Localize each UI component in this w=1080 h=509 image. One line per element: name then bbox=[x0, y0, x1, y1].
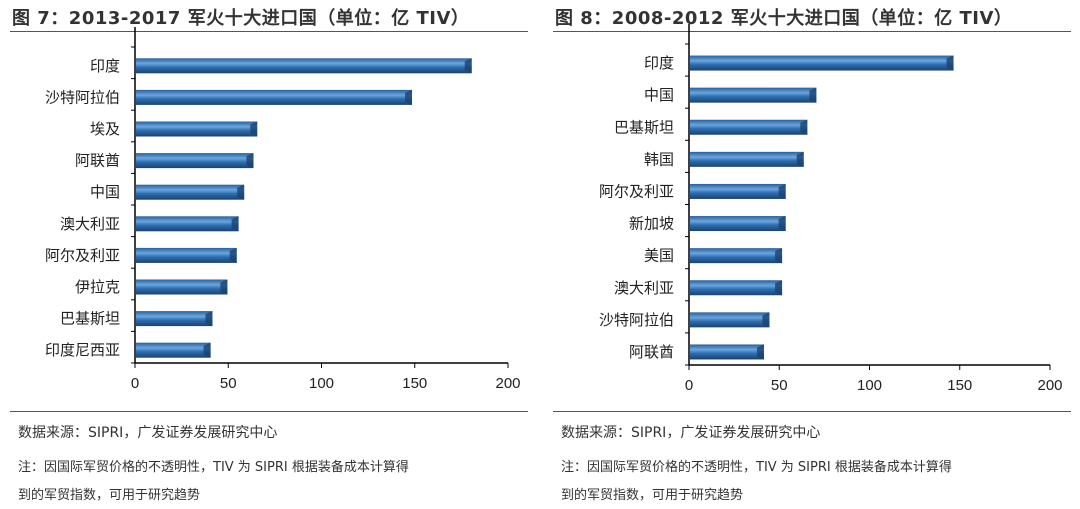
divider bbox=[553, 411, 1071, 412]
bar bbox=[690, 280, 783, 296]
category-label: 埃及 bbox=[90, 120, 120, 138]
chart-title: 图 7：2013-2017 军火十大进口国（单位：亿 TIV） bbox=[12, 8, 470, 29]
note-text: 注：因国际军贸价格的不透明性，TIV 为 SIPRI 根据装备成本计算得 bbox=[561, 460, 952, 475]
category-label: 印度 bbox=[644, 54, 674, 72]
source-text: 数据来源：SIPRI，广发证券发展研究中心 bbox=[18, 425, 278, 441]
bar-cap bbox=[246, 153, 254, 169]
bar bbox=[690, 55, 954, 71]
x-tick-label: 200 bbox=[495, 375, 520, 392]
x-tick-label: 0 bbox=[685, 377, 693, 394]
category-label: 阿尔及利亚 bbox=[599, 182, 674, 200]
category-label: 沙特阿拉伯 bbox=[45, 88, 120, 106]
category-label: 巴基斯坦 bbox=[60, 310, 120, 328]
divider bbox=[553, 31, 1071, 32]
bar-cap bbox=[250, 121, 258, 137]
x-tick-label: 100 bbox=[309, 375, 334, 392]
category-label: 沙特阿拉伯 bbox=[599, 311, 674, 329]
bar bbox=[690, 87, 817, 103]
bar bbox=[136, 216, 239, 232]
bar-cap bbox=[809, 87, 817, 103]
bar bbox=[136, 279, 228, 295]
x-tick-label: 100 bbox=[857, 377, 882, 394]
bar bbox=[136, 153, 254, 169]
bar bbox=[690, 248, 783, 264]
bar bbox=[136, 121, 258, 137]
note-text: 到的军贸指数，可用于研究趋势 bbox=[18, 488, 201, 503]
bar bbox=[136, 311, 213, 327]
bar-cap bbox=[775, 248, 783, 264]
divider bbox=[10, 31, 528, 32]
x-tick-label: 150 bbox=[947, 377, 972, 394]
x-tick-label: 0 bbox=[131, 375, 139, 392]
category-label: 阿联酋 bbox=[629, 343, 674, 361]
bar-cap bbox=[762, 312, 770, 328]
bar-cap bbox=[205, 311, 213, 327]
x-tick-label: 50 bbox=[220, 375, 237, 392]
chart-title: 图 8：2008-2012 军火十大进口国（单位：亿 TIV） bbox=[555, 8, 1013, 29]
category-label: 阿尔及利亚 bbox=[45, 246, 120, 264]
bar bbox=[136, 58, 472, 74]
category-label: 新加坡 bbox=[629, 215, 674, 233]
bar bbox=[690, 119, 808, 135]
bar-cap bbox=[800, 119, 808, 135]
divider bbox=[10, 411, 528, 412]
bar bbox=[690, 151, 804, 167]
category-label: 澳大利亚 bbox=[614, 279, 674, 297]
category-label: 印度尼西亚 bbox=[45, 341, 120, 359]
bar bbox=[690, 216, 786, 232]
bar-cap bbox=[775, 280, 783, 296]
bar-cap bbox=[231, 216, 239, 232]
bar-cap bbox=[220, 279, 228, 295]
category-label: 巴基斯坦 bbox=[614, 118, 674, 136]
bar bbox=[690, 312, 770, 328]
chart-panel-fig8: 图 8：2008-2012 军火十大进口国（单位：亿 TIV） 数据来源：SIP… bbox=[553, 0, 1073, 509]
category-label: 美国 bbox=[644, 247, 674, 265]
x-tick-label: 150 bbox=[402, 375, 427, 392]
bar bbox=[136, 247, 237, 263]
category-label: 中国 bbox=[90, 183, 120, 201]
note-text: 到的军贸指数，可用于研究趋势 bbox=[561, 488, 744, 503]
bar-cap bbox=[946, 55, 954, 71]
category-label: 阿联酋 bbox=[75, 152, 120, 170]
bar-cap bbox=[757, 344, 765, 360]
bar-cap bbox=[778, 216, 786, 232]
bar-cap bbox=[464, 58, 472, 74]
bar bbox=[690, 344, 765, 360]
category-label: 伊拉克 bbox=[75, 278, 120, 296]
category-label: 澳大利亚 bbox=[60, 215, 120, 233]
category-label: 韩国 bbox=[644, 150, 674, 168]
bar-cap bbox=[237, 184, 245, 200]
bar bbox=[136, 184, 245, 200]
bar bbox=[136, 342, 211, 358]
bar-cap bbox=[778, 183, 786, 199]
bar-cap bbox=[229, 247, 237, 263]
bar bbox=[690, 183, 786, 199]
bar-cap bbox=[405, 89, 413, 105]
category-label: 中国 bbox=[644, 86, 674, 104]
bar bbox=[136, 89, 413, 105]
note-text: 注：因国际军贸价格的不透明性，TIV 为 SIPRI 根据装备成本计算得 bbox=[18, 460, 409, 475]
bar-cap bbox=[203, 342, 211, 358]
x-tick-label: 50 bbox=[771, 377, 788, 394]
x-tick-label: 200 bbox=[1037, 377, 1062, 394]
source-text: 数据来源：SIPRI，广发证券发展研究中心 bbox=[561, 425, 821, 441]
category-label: 印度 bbox=[90, 57, 120, 75]
bar-cap bbox=[796, 151, 804, 167]
chart-panel-fig7: 图 7：2013-2017 军火十大进口国（单位：亿 TIV） 数据来源：SIP… bbox=[10, 0, 530, 509]
